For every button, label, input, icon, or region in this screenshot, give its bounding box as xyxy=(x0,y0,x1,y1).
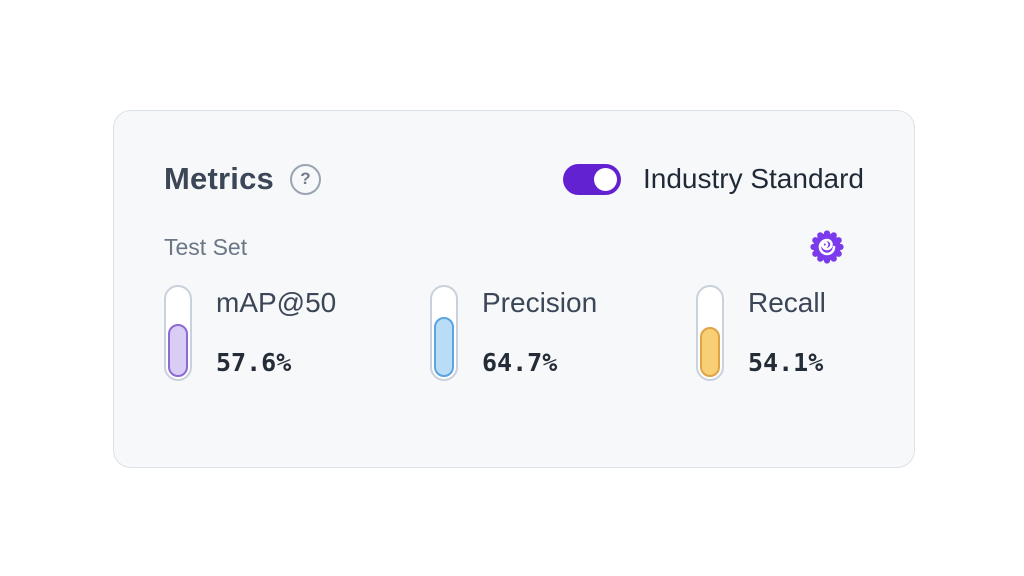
metric-map50: mAP@50 57.6% xyxy=(164,285,384,381)
metric-label: Recall xyxy=(748,287,826,318)
metric-value: 57.6% xyxy=(216,348,292,377)
recall-gauge xyxy=(696,285,724,381)
map50-gauge xyxy=(164,285,192,381)
metrics-card: Metrics ? Industry Standard Test Set xyxy=(113,110,915,468)
map50-gauge-fill xyxy=(168,324,188,377)
dataset-label: Test Set xyxy=(164,233,248,260)
industry-standard-toggle-group: Industry Standard xyxy=(562,163,864,195)
dataset-row: Test Set xyxy=(164,227,864,267)
metric-value: 64.7% xyxy=(482,348,558,377)
roboflow-badge-icon xyxy=(808,228,846,266)
metric-value: 54.1% xyxy=(748,348,824,377)
precision-gauge-fill xyxy=(434,317,454,377)
toggle-label: Industry Standard xyxy=(642,163,864,194)
metric-text: Recall 54.1% xyxy=(748,285,826,381)
title-group: Metrics ? xyxy=(164,161,321,197)
recall-gauge-fill xyxy=(700,327,720,377)
metric-label: mAP@50 xyxy=(216,287,337,318)
toggle-knob xyxy=(593,167,617,191)
metric-text: mAP@50 57.6% xyxy=(216,285,336,381)
metric-recall: Recall 54.1% xyxy=(696,285,864,381)
precision-gauge xyxy=(430,285,458,381)
metric-text: Precision 64.7% xyxy=(482,285,597,381)
industry-standard-toggle[interactable] xyxy=(562,163,621,195)
metric-label: Precision xyxy=(482,287,598,318)
card-title: Metrics xyxy=(164,161,274,196)
help-icon[interactable]: ? xyxy=(289,163,321,195)
metric-precision: Precision 64.7% xyxy=(430,285,650,381)
card-header: Metrics ? Industry Standard xyxy=(164,157,864,201)
metrics-row: mAP@50 57.6% Precision 64.7% Recall xyxy=(164,285,864,381)
